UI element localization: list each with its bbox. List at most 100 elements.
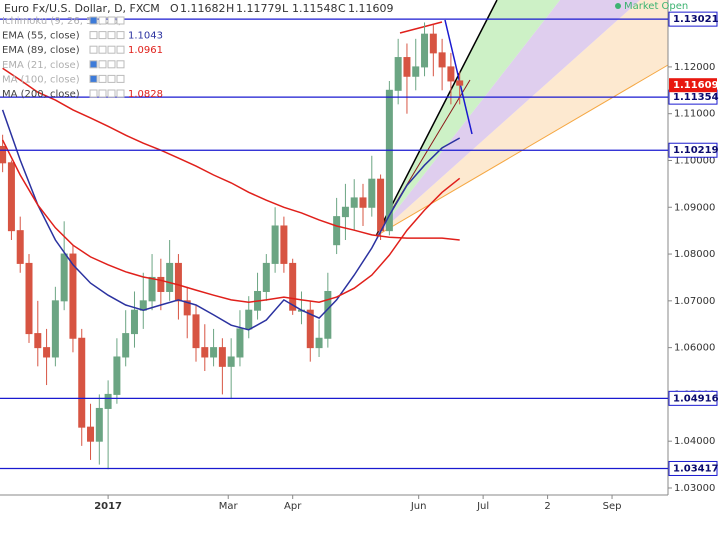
legend-icon	[89, 31, 98, 40]
level-label-box	[668, 11, 718, 27]
candle-body	[51, 300, 59, 358]
plot	[0, 22, 464, 470]
candle-body	[447, 66, 455, 82]
legend-icon	[116, 74, 125, 83]
legend-icon	[116, 60, 125, 69]
candle-body	[34, 333, 42, 349]
candle-body	[236, 328, 244, 358]
candle-body	[104, 393, 112, 409]
legend-row: MA (100, close)	[2, 74, 125, 85]
indicator-line	[1, 139, 461, 303]
level-label: 1.03417	[673, 463, 719, 474]
candle-body	[78, 337, 86, 428]
candle-body	[95, 407, 103, 442]
candle-body	[350, 197, 358, 208]
candle-body	[210, 347, 218, 358]
legend-icon	[107, 45, 116, 54]
level-label: 1.10219	[673, 145, 719, 156]
candle-body	[280, 225, 288, 264]
ohlc-value: 1.11548	[292, 2, 338, 15]
candle-body	[157, 276, 165, 292]
status-dot	[615, 3, 621, 9]
candle-body	[262, 262, 270, 292]
indicator-line	[1, 109, 461, 331]
trend-line	[444, 19, 473, 135]
legend-icon	[98, 60, 107, 69]
status-text: Market Open	[624, 1, 688, 12]
y-tick-label: 1.09000	[674, 202, 715, 213]
candle-body	[130, 309, 138, 335]
x-tick-label: Jul	[476, 501, 489, 512]
ohlc-label: O	[170, 2, 179, 15]
fan-zone-purple	[376, 0, 640, 236]
candle-body	[113, 356, 121, 395]
legend-value: 1.1043	[128, 31, 163, 42]
ohlc-label: C	[338, 2, 346, 15]
candle-body	[315, 337, 323, 349]
legend-icon	[116, 89, 125, 98]
legend-name: MA (200, close)	[2, 89, 80, 100]
indicator-line	[2, 67, 460, 241]
ohlc-value: 1.11682	[180, 2, 226, 15]
candle-body	[438, 52, 446, 68]
y-tick-label: 1.12000	[674, 62, 715, 73]
level-label-box	[668, 460, 718, 476]
candle-body	[377, 178, 385, 232]
fan-line	[375, 0, 498, 237]
candle-body	[245, 309, 253, 330]
level-label-box	[668, 142, 718, 158]
last-price-label: 1.11609	[673, 80, 719, 91]
level-label-box	[668, 390, 718, 406]
ohlc-label: H	[226, 2, 234, 15]
legend-value: 1.0828	[128, 89, 163, 100]
x-tick-label: Jun	[410, 501, 427, 512]
candle-body	[166, 262, 174, 292]
legend-icon	[89, 16, 98, 25]
legend-icon	[116, 16, 125, 25]
y-tick-label: 1.04000	[674, 436, 715, 447]
candle-body	[359, 197, 367, 208]
candle-body	[429, 33, 437, 54]
ohlc-value: 1.11779	[236, 2, 282, 15]
x-tick-label: 2017	[94, 501, 122, 512]
legend-icon	[89, 45, 98, 54]
candle-body	[87, 426, 95, 442]
legend-row: MA (200, close) 1.0828	[2, 89, 163, 100]
ohlc-label: L	[282, 2, 289, 15]
candle-body	[174, 262, 182, 302]
candle-body	[201, 347, 209, 358]
level-label: 1.04916	[673, 393, 719, 404]
symbol-title: Euro Fx/U.S. Dollar, D, FXCM	[4, 2, 160, 15]
x-tick-label: Sep	[603, 501, 622, 512]
fan-zone-orange	[376, 0, 668, 236]
candle-body	[368, 178, 376, 208]
legend-icon	[98, 45, 107, 54]
y-tick-label: 1.07000	[674, 296, 715, 307]
last-price-box	[669, 78, 717, 93]
legend-name: EMA (55, close)	[2, 31, 80, 42]
candle-body	[183, 300, 191, 316]
legend-icon	[107, 74, 116, 83]
y-tick-label: 1.10000	[674, 155, 715, 166]
level-label: 1.13021	[673, 14, 719, 25]
candle-body	[271, 225, 279, 264]
legend-name: EMA (89, close)	[2, 45, 80, 56]
legend-value: 1.0961	[128, 45, 163, 56]
candle-body	[341, 206, 349, 218]
y-tick-label: 1.08000	[674, 249, 715, 260]
candle-body	[421, 33, 429, 68]
legend-row: Ichimoku (9, 26, 52, 26)	[2, 16, 125, 27]
candle-body	[25, 262, 33, 335]
x-tick-label: Mar	[219, 501, 239, 512]
y-tick-label: 1.11000	[674, 109, 715, 120]
legend-row: EMA (21, close)	[2, 60, 125, 71]
candle-body	[16, 230, 24, 264]
x-tick-label: Apr	[284, 501, 302, 512]
candle-body	[7, 162, 15, 232]
drawings	[375, 0, 669, 237]
level-label: 1.11354	[673, 92, 719, 103]
candle-body	[324, 290, 332, 339]
candle-body	[456, 80, 464, 86]
legend-icon	[89, 74, 98, 83]
